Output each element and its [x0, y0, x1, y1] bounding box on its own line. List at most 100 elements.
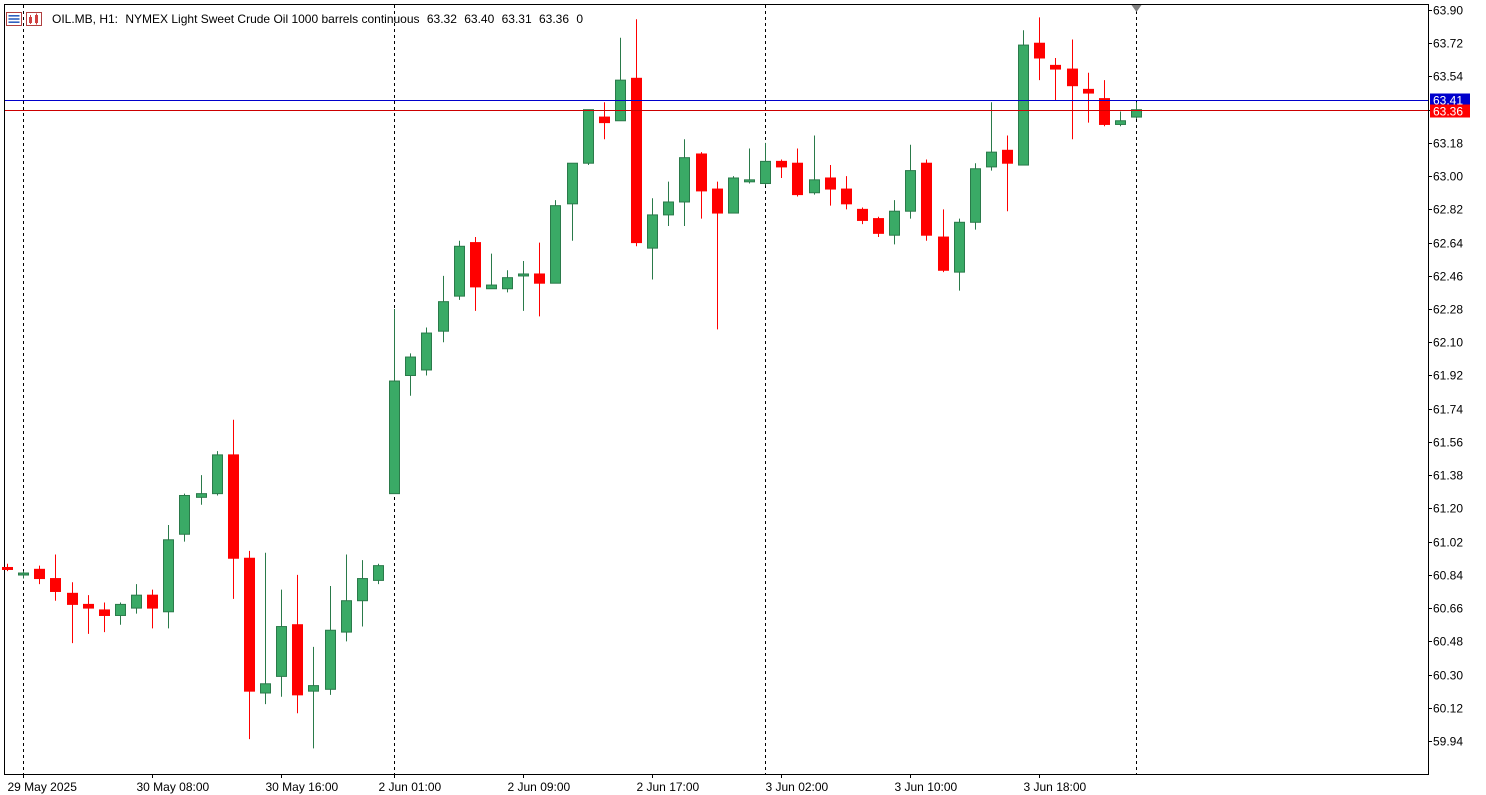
x-tick-label: 29 May 2025	[8, 780, 78, 794]
candle-body[interactable]	[1018, 44, 1029, 166]
candle-body[interactable]	[2, 566, 13, 570]
candle-body[interactable]	[99, 609, 110, 616]
candle-body[interactable]	[1067, 68, 1078, 87]
candle-body[interactable]	[550, 205, 561, 284]
candle-body[interactable]	[276, 626, 287, 677]
candle-body[interactable]	[889, 210, 900, 236]
candle-body[interactable]	[696, 153, 707, 192]
candle-body[interactable]	[115, 603, 126, 616]
x-tick-label: 30 May 08:00	[137, 780, 210, 794]
candle-body[interactable]	[244, 557, 255, 692]
chart-shift-marker[interactable]	[1131, 5, 1142, 12]
candle-body[interactable]	[1099, 98, 1110, 125]
candle-body[interactable]	[470, 242, 481, 288]
y-tick-label: 59.94	[1433, 735, 1463, 749]
candle-body[interactable]	[212, 454, 223, 495]
y-tick-label: 61.38	[1433, 469, 1463, 483]
candle-body[interactable]	[583, 109, 594, 164]
candle-body[interactable]	[373, 565, 384, 581]
candle-body[interactable]	[728, 177, 739, 214]
candle-body[interactable]	[921, 162, 932, 236]
candle-body[interactable]	[405, 356, 416, 377]
candle-body[interactable]	[196, 493, 207, 498]
y-tick-label: 61.56	[1433, 436, 1463, 450]
candle-body[interactable]	[857, 208, 868, 221]
candle-body[interactable]	[1002, 149, 1013, 164]
candle-body[interactable]	[905, 170, 916, 212]
ohlc-high: 63.40	[464, 12, 495, 26]
candle-body[interactable]	[34, 568, 45, 580]
candle-body[interactable]	[1050, 64, 1061, 70]
candle-body[interactable]	[518, 273, 529, 277]
candle-body[interactable]	[760, 160, 771, 185]
candle-body[interactable]	[131, 594, 142, 609]
candle-body[interactable]	[534, 273, 545, 284]
candle-body[interactable]	[179, 494, 190, 535]
candle-body[interactable]	[873, 218, 884, 234]
candle-body[interactable]	[647, 214, 658, 249]
candle-body[interactable]	[502, 277, 513, 290]
candle-body[interactable]	[970, 168, 981, 223]
candle-body[interactable]	[809, 179, 820, 194]
candle-body[interactable]	[631, 77, 642, 244]
candle-body[interactable]	[260, 683, 271, 694]
candle-body[interactable]	[663, 201, 674, 216]
y-tick-label: 61.02	[1433, 536, 1463, 550]
candle-body[interactable]	[389, 380, 400, 495]
candle-body[interactable]	[1115, 120, 1126, 125]
candle-body[interactable]	[841, 188, 852, 205]
candle-body[interactable]	[147, 594, 158, 609]
candle-body[interactable]	[1034, 42, 1045, 59]
candle-body[interactable]	[308, 685, 319, 692]
y-tick-label: 60.84	[1433, 569, 1463, 583]
candle-body[interactable]	[792, 162, 803, 196]
indicators-icon[interactable]	[26, 12, 42, 26]
candle-body[interactable]	[744, 179, 755, 183]
candle-body[interactable]	[776, 160, 787, 168]
candle-body[interactable]	[1083, 88, 1094, 94]
x-tick-label: 3 Jun 10:00	[895, 780, 958, 794]
quick-trade-icon[interactable]	[6, 12, 22, 26]
candle-body[interactable]	[567, 162, 578, 205]
y-tick-label: 60.66	[1433, 602, 1463, 616]
candle-body[interactable]	[954, 221, 965, 273]
candle-body[interactable]	[438, 301, 449, 332]
candle-body[interactable]	[1131, 109, 1142, 118]
candle-body[interactable]	[938, 236, 949, 271]
candle-body[interactable]	[599, 116, 610, 124]
bid-price-label: 63.36	[1433, 105, 1463, 119]
y-tick-label: 63.00	[1433, 170, 1463, 184]
candle-body[interactable]	[83, 603, 94, 609]
y-tick-label: 63.90	[1433, 4, 1463, 18]
candle-body[interactable]	[341, 600, 352, 633]
candle-body[interactable]	[163, 539, 174, 613]
candle-body[interactable]	[421, 332, 432, 371]
y-tick-label: 62.64	[1433, 237, 1463, 251]
x-tick-label: 2 Jun 09:00	[508, 780, 571, 794]
candle-body[interactable]	[18, 572, 29, 576]
candle-body[interactable]	[986, 151, 997, 168]
candle-body[interactable]	[712, 188, 723, 214]
candle-body[interactable]	[486, 284, 497, 290]
candle-body[interactable]	[325, 629, 336, 690]
ohlc-low: 63.31	[501, 12, 532, 26]
y-tick-label: 61.74	[1433, 403, 1463, 417]
candle-body[interactable]	[292, 624, 303, 696]
ask-price-tag	[1430, 93, 1470, 107]
candle-body[interactable]	[50, 578, 61, 592]
ohlc-open: 63.32	[426, 12, 457, 26]
y-tick-label: 63.54	[1433, 70, 1463, 84]
candle-body[interactable]	[357, 578, 368, 602]
candle-body[interactable]	[67, 592, 78, 605]
candle-body[interactable]	[825, 177, 836, 190]
plot-area[interactable]	[4, 4, 1429, 775]
candle-body[interactable]	[228, 454, 239, 559]
ohlc-volume: 0	[576, 12, 584, 26]
candle-body[interactable]	[679, 157, 690, 203]
ohlc-close: 63.36	[539, 12, 570, 26]
x-tick-label: 2 Jun 01:00	[379, 780, 442, 794]
candle-body[interactable]	[454, 245, 465, 297]
symbol-label: OIL.MB, H1:	[52, 12, 119, 26]
